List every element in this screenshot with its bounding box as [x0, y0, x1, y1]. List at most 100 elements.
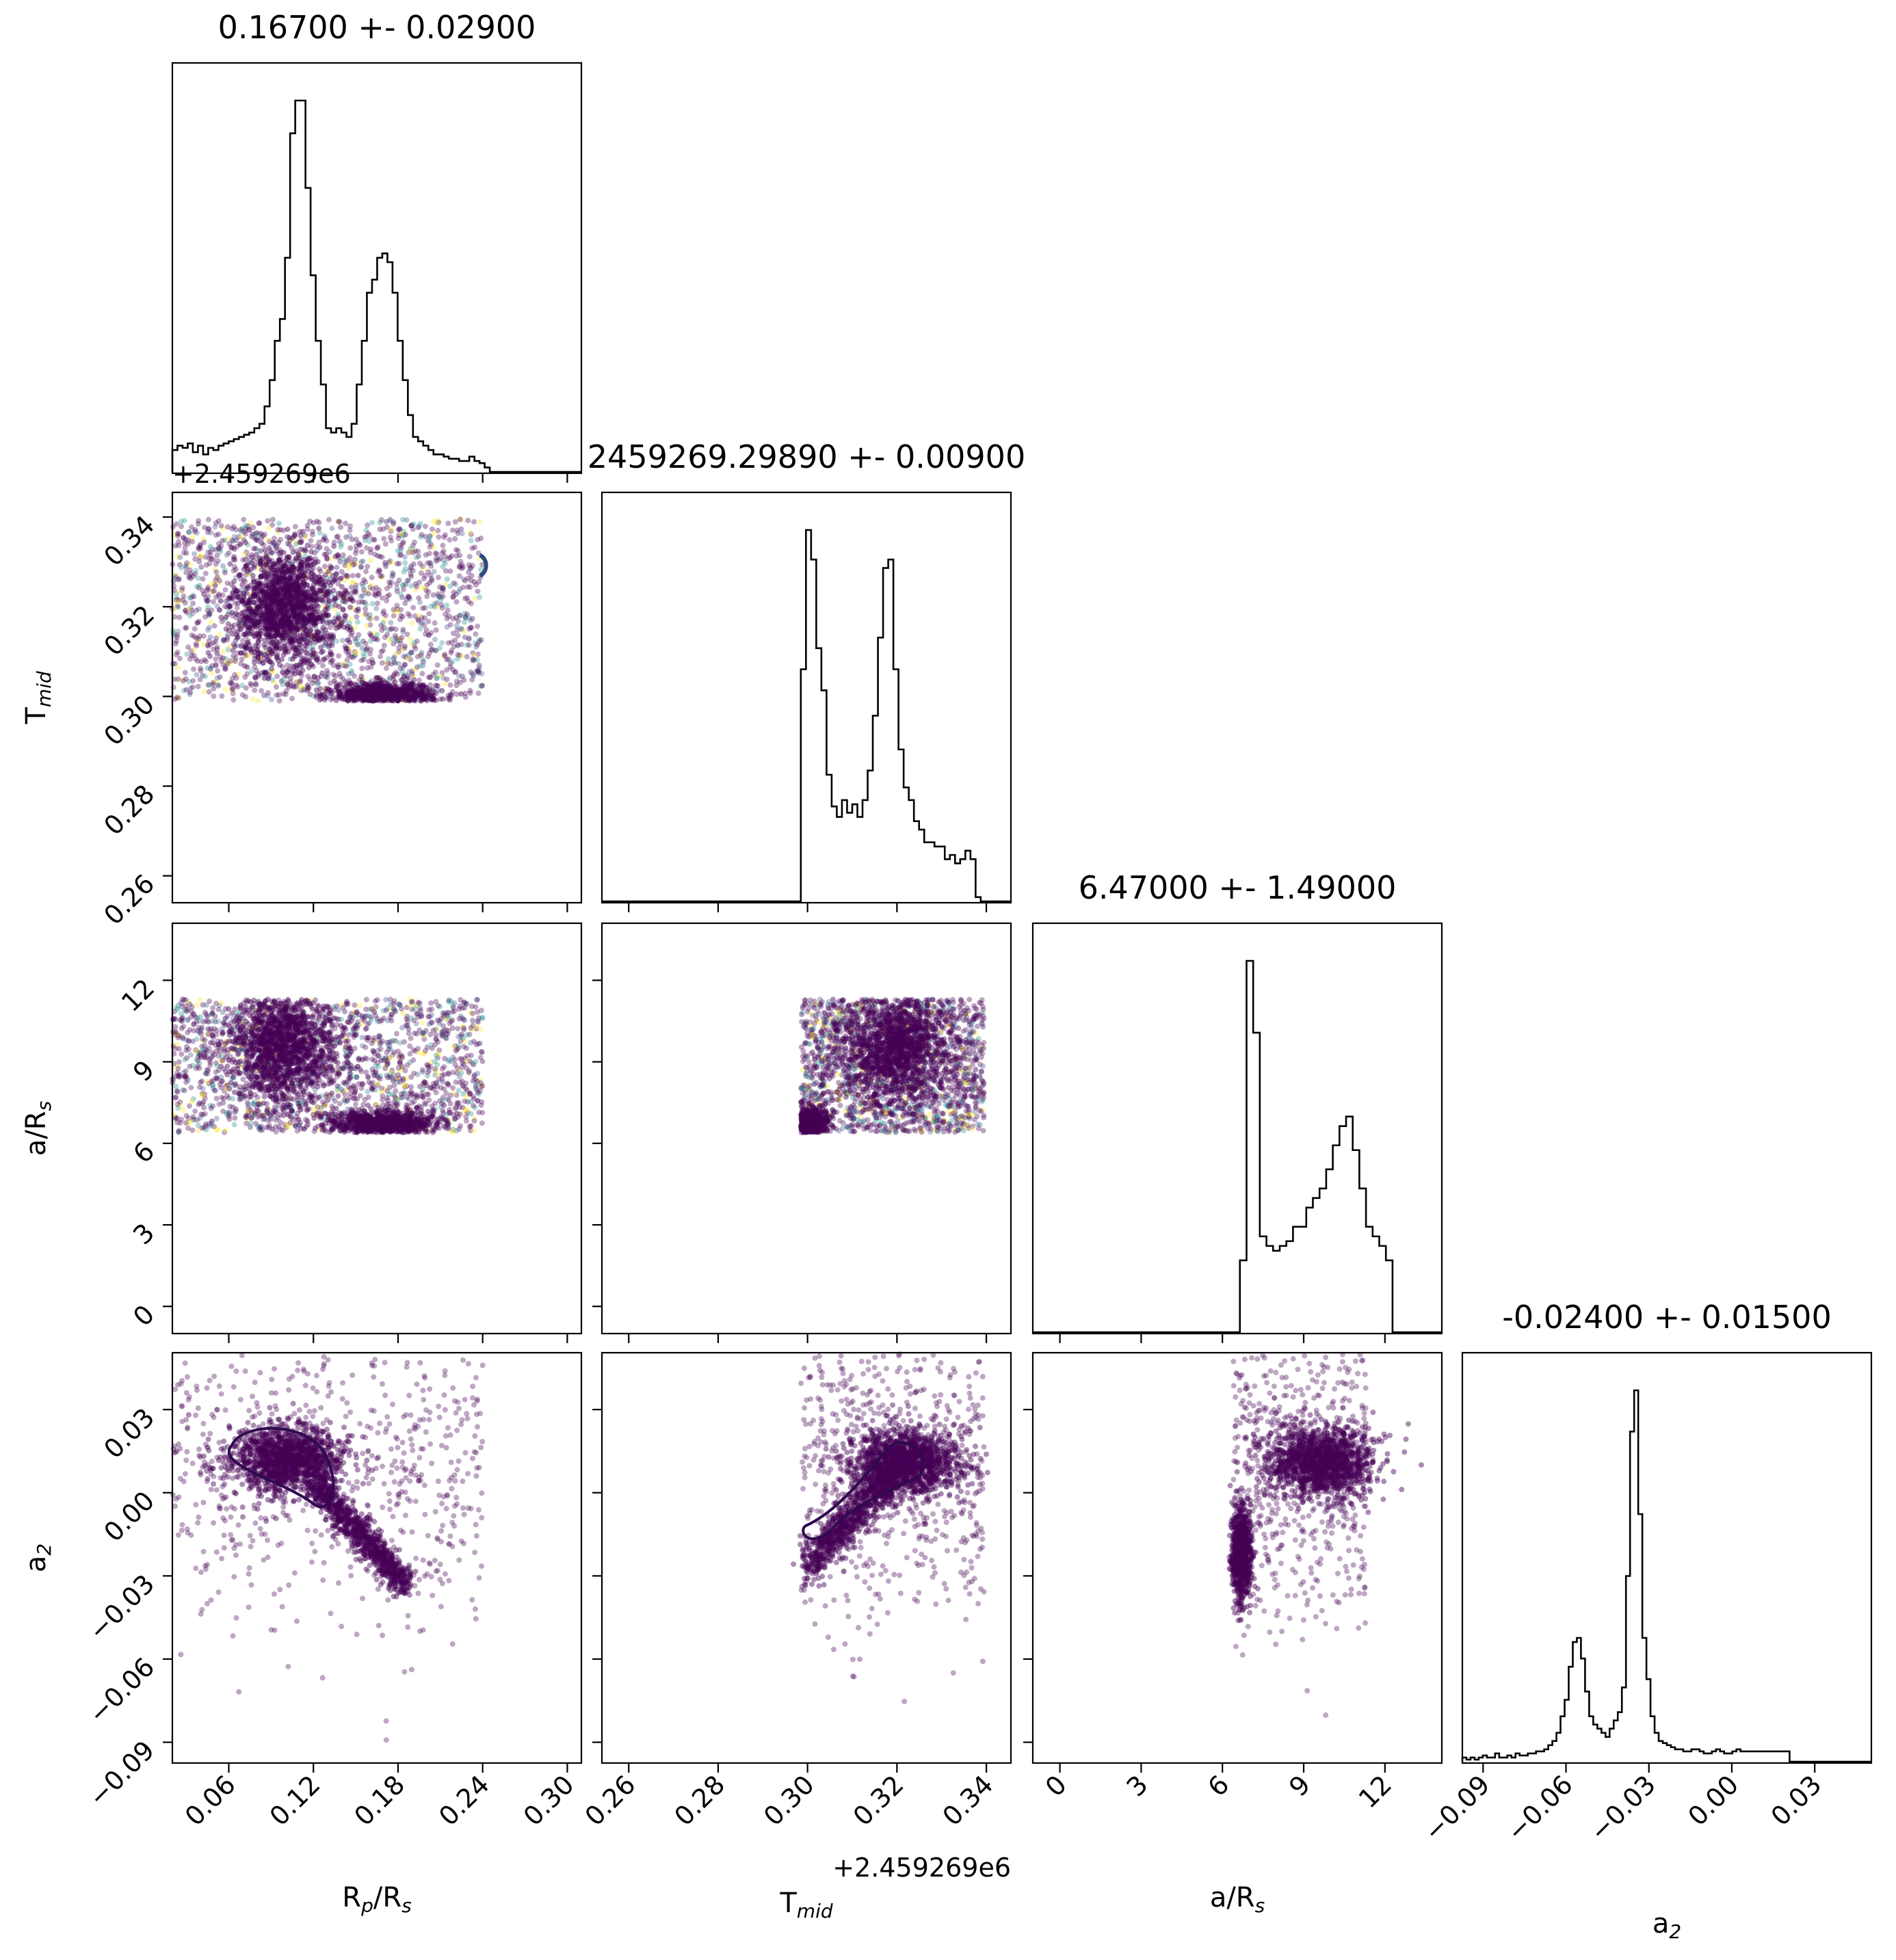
scatter-point: [276, 692, 282, 698]
scatter-point: [174, 531, 181, 537]
scatter-point: [233, 574, 239, 581]
scatter-point: [195, 620, 201, 626]
scatter-point: [320, 537, 326, 543]
scatter-point: [419, 531, 425, 538]
scatter-point: [298, 648, 304, 654]
scatter-point: [366, 538, 372, 544]
scatter-point: [213, 678, 219, 685]
scatter-point: [431, 568, 437, 574]
scatter-point: [455, 618, 461, 624]
scatter-point: [477, 1055, 484, 1061]
scatter-point: [265, 690, 271, 696]
scatter-point: [291, 684, 297, 690]
scatter-point: [182, 670, 188, 676]
scatter-point: [254, 620, 261, 626]
scatter-point: [255, 585, 261, 591]
scatter-point: [212, 566, 218, 572]
scatter-point: [294, 638, 300, 644]
scatter-point: [213, 520, 219, 526]
scatter-point: [198, 665, 203, 672]
scatter-point: [419, 1020, 425, 1026]
scatter-point: [434, 690, 440, 696]
scatter-point: [286, 615, 292, 622]
scatter-point: [183, 570, 189, 576]
scatter-point: [229, 596, 235, 602]
scatter-point: [359, 677, 365, 683]
scatter-point: [319, 670, 326, 676]
scatter-point: [463, 615, 469, 621]
scatter-point: [200, 633, 207, 639]
scatter-point: [393, 1088, 399, 1094]
scatter-point: [326, 643, 332, 649]
scatter-point: [367, 616, 373, 622]
scatter-point: [458, 691, 464, 697]
scatter-point: [300, 630, 306, 636]
scatter-point: [331, 619, 337, 625]
scatter-point: [358, 564, 365, 570]
scatter-point: [458, 641, 464, 648]
scatter-point: [445, 607, 451, 613]
scatter-point: [280, 691, 287, 697]
scatter-point: [352, 561, 357, 568]
scatter-point: [379, 689, 385, 695]
scatter-point: [225, 595, 231, 601]
scatter-point: [283, 688, 289, 694]
scatter-point: [462, 596, 468, 601]
scatter-point: [417, 652, 423, 659]
scatter-point: [328, 565, 334, 571]
scatter-point: [398, 592, 404, 598]
scatter-point: [404, 656, 410, 662]
scatter-point: [307, 518, 313, 525]
scatter-point: [205, 594, 211, 599]
scatter-point: [440, 586, 447, 592]
scatter-point: [275, 527, 281, 533]
scatter-point: [409, 668, 415, 674]
scatter-point: [344, 657, 350, 663]
scatter-point: [245, 602, 250, 608]
scatter-point: [181, 1024, 187, 1030]
scatter-point: [330, 672, 337, 678]
scatter-point: [235, 672, 241, 677]
scatter-point: [333, 698, 339, 704]
scatter-point: [181, 535, 187, 541]
scatter-point: [274, 579, 280, 585]
scatter-point: [265, 693, 270, 699]
scatter-point: [382, 679, 389, 685]
scatter-point: [200, 587, 206, 594]
scatter-point: [343, 646, 349, 652]
scatter-point: [343, 663, 350, 670]
scatter-point: [377, 527, 383, 532]
scatter-point: [343, 559, 349, 565]
scatter-point: [339, 541, 345, 547]
scatter-point: [246, 631, 252, 637]
scatter-point: [408, 1084, 414, 1090]
scatter-point: [212, 1087, 218, 1094]
scatter-point: [258, 574, 264, 580]
scatter-point: [477, 683, 484, 689]
scatter-point: [339, 584, 345, 590]
scatter-point: [329, 640, 335, 646]
scatter-point: [334, 564, 340, 570]
scatter-point: [252, 687, 258, 693]
scatter-point: [280, 669, 285, 675]
scatter-point: [337, 1100, 343, 1107]
scatter-point: [434, 1072, 440, 1077]
scatter-point: [410, 543, 416, 548]
scatter-point: [302, 655, 307, 661]
scatter-point: [438, 597, 444, 602]
scatter-point: [370, 586, 376, 592]
scatter-point: [185, 541, 191, 547]
scatter-point: [427, 572, 434, 579]
scatter-point: [391, 1006, 397, 1012]
scatter-point: [187, 575, 194, 581]
scatter-point: [401, 587, 406, 592]
scatter-point: [340, 606, 346, 612]
scatter-point: [414, 654, 421, 660]
scatter-point: [343, 534, 349, 540]
scatter-point: [229, 590, 235, 596]
scatter-point: [321, 551, 328, 557]
scatter-point: [214, 553, 220, 559]
scatter-point: [209, 663, 215, 669]
scatter-point: [335, 664, 341, 670]
